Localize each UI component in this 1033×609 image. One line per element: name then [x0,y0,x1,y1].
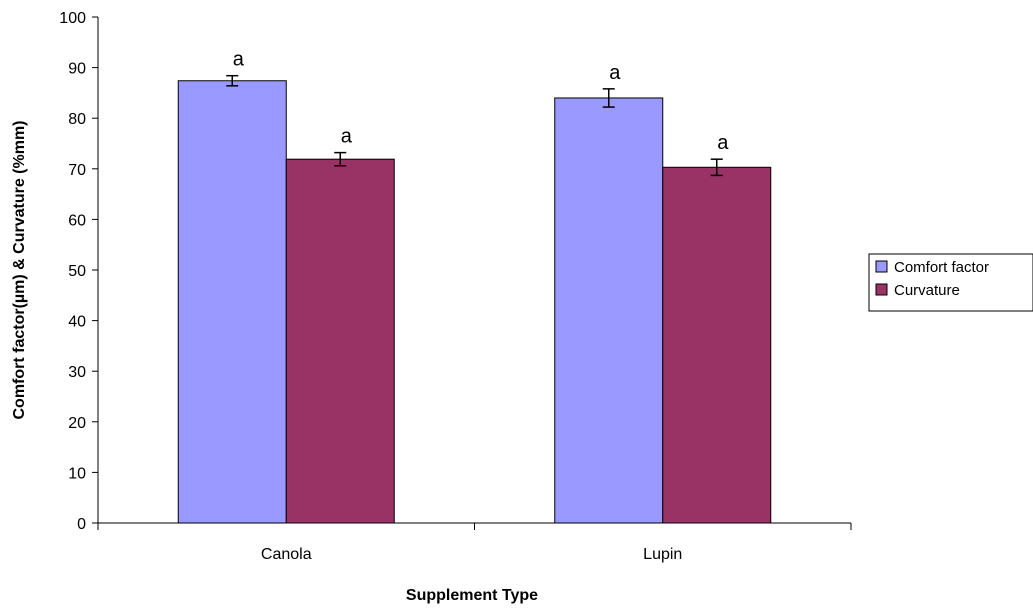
bars: a a a a [177,49,772,524]
y-tick-label: 60 [68,212,86,229]
y-tick-label: 10 [68,465,86,482]
significance-label: a [717,132,729,154]
y-tick-label: 30 [68,364,86,381]
significance-label: a [341,126,353,148]
x-tick-label: Lupin [643,546,682,563]
y-tick-label: 70 [68,162,86,179]
significance-label: a [233,49,245,71]
bar [177,80,287,524]
legend: Comfort factor Curvature [868,253,1033,312]
x-axis-title: Supplement Type [406,587,538,604]
legend-swatch [875,283,888,296]
y-tick-label: 90 [68,61,86,78]
significance-label: a [609,62,621,84]
legend-label: Curvature [894,282,960,299]
bar [554,97,664,524]
bar [662,166,772,524]
x-axis: Canola Lupin [97,522,852,563]
y-tick-label: 40 [68,314,86,331]
legend-label: Comfort factor [894,259,989,276]
y-tick-label: 20 [68,415,86,432]
y-axis-title: Comfort factor(µm) & Curvature (%mm) [11,120,28,419]
bar [285,158,395,524]
y-tick-label: 50 [68,263,86,280]
legend-box [868,253,1033,312]
x-tick-label: Canola [261,546,312,563]
legend-swatch [875,260,888,273]
y-tick-label: 100 [59,10,86,27]
y-axis: 0 10 20 30 40 50 60 70 80 90 100 [59,10,99,533]
y-tick-label: 0 [77,516,86,533]
y-tick-label: 80 [68,111,86,128]
